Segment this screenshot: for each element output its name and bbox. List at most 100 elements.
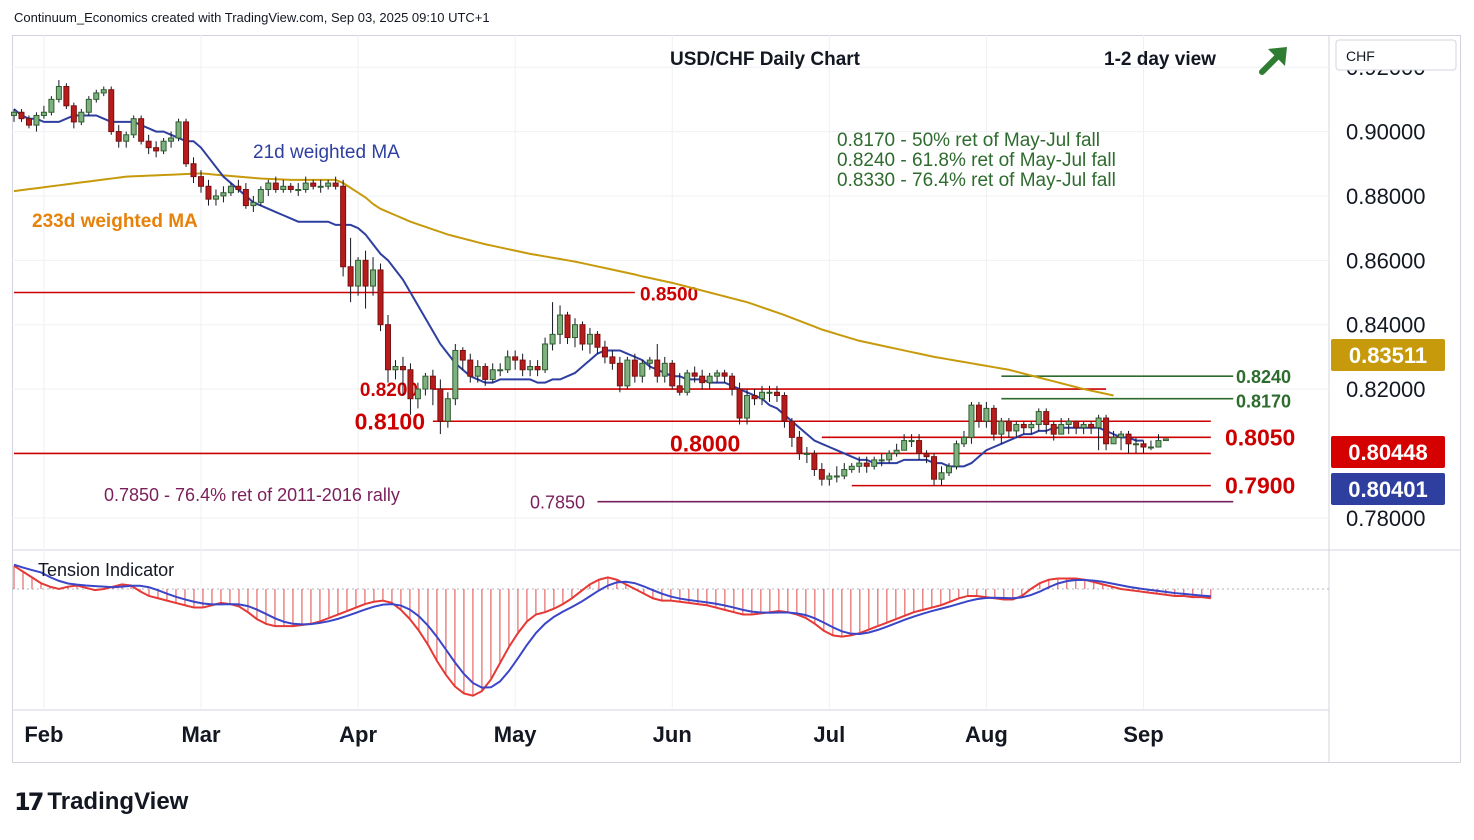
candle-body	[474, 366, 481, 377]
candle-body	[1133, 443, 1139, 446]
candle-body	[706, 375, 713, 384]
ma233-line	[13, 172, 1114, 397]
candle-body	[736, 388, 743, 419]
candle-body	[40, 111, 47, 116]
candle-body	[654, 359, 661, 377]
candle-body	[534, 366, 541, 371]
candle-body	[564, 314, 571, 339]
currency-box[interactable]	[1335, 39, 1457, 71]
candle-body	[1162, 438, 1169, 442]
candle-body	[190, 163, 197, 178]
candle-body	[953, 443, 960, 467]
candle-body	[1118, 433, 1125, 438]
x-tick-label: Jun	[653, 722, 692, 747]
candle-body	[856, 462, 863, 467]
chart-title: USD/CHF Daily Chart	[670, 49, 861, 70]
candle-body	[1125, 433, 1132, 445]
x-tick-label: Apr	[339, 722, 377, 747]
candle-body	[362, 259, 369, 287]
candle-body	[347, 266, 354, 287]
candle-body	[444, 398, 451, 422]
candle-body	[983, 407, 990, 422]
candle-body	[1035, 411, 1042, 425]
candle-body	[25, 118, 32, 126]
candle-body	[639, 362, 646, 377]
x-tick-label: Sep	[1123, 722, 1163, 747]
candle-body	[48, 98, 55, 113]
candle-body	[1043, 411, 1050, 425]
annotation-fib-618: 0.8240 - 61.8% ret of May-Jul fall	[837, 150, 1116, 171]
candle-body	[699, 375, 706, 384]
candle-body	[467, 359, 474, 377]
candle-body	[175, 121, 182, 139]
candle-body	[385, 324, 391, 371]
candle-body	[609, 356, 616, 364]
candle-body	[55, 86, 62, 100]
candle-body	[631, 359, 638, 377]
candle-body	[916, 440, 923, 454]
candle-body	[287, 185, 294, 190]
candle-body	[33, 114, 40, 126]
candle-body	[1073, 420, 1080, 429]
candle-body	[788, 420, 795, 438]
candle-body	[803, 452, 810, 455]
candle-body	[145, 140, 152, 149]
candle-body	[811, 452, 818, 471]
candle-body	[422, 375, 429, 390]
candle-body	[841, 469, 848, 477]
candle-body	[489, 369, 496, 380]
x-tick-label: Aug	[965, 722, 1008, 747]
candle-body	[893, 449, 900, 454]
candle-body	[115, 131, 122, 142]
candle-body	[85, 98, 92, 113]
candle-body	[370, 269, 377, 287]
candle-body	[908, 440, 915, 443]
candle-body	[153, 147, 160, 152]
candle-body	[227, 185, 234, 194]
candle-body	[212, 195, 219, 200]
annotation-7850: 0.7850 - 76.4% ret of 2011-2016 rally	[104, 485, 400, 505]
candle-body	[399, 366, 406, 371]
candle-body	[459, 349, 466, 361]
candle-body	[519, 359, 526, 371]
x-tick-labels: Feb Mar Apr May Jun Jul Aug Sep	[24, 722, 1163, 747]
x-tick-label: May	[494, 722, 538, 747]
candle-body	[1140, 443, 1147, 448]
candles	[11, 80, 1169, 486]
candle-body	[1080, 423, 1087, 429]
candle-body	[960, 436, 967, 445]
candle-body	[18, 111, 25, 120]
tradingview-brand: TradingView	[47, 788, 189, 815]
candle-body	[714, 372, 721, 377]
candle-body	[863, 462, 870, 467]
candle-body	[1050, 423, 1057, 435]
candle-body	[452, 349, 459, 400]
candle-body	[923, 452, 930, 458]
candle-body	[1103, 417, 1110, 445]
candle-body	[100, 89, 107, 94]
candle-body	[901, 440, 908, 451]
candle-body	[744, 395, 751, 419]
price-badge-label: 0.80448	[1348, 440, 1428, 465]
candle-body	[781, 395, 788, 422]
candle-body	[572, 324, 578, 339]
candle-body	[1095, 417, 1102, 429]
y-tick-label: 0.82000	[1346, 377, 1426, 402]
price-badge	[1331, 473, 1445, 505]
candle-body	[497, 369, 504, 372]
candle-body	[302, 182, 309, 190]
ma21-label: 21d weighted MA	[253, 142, 400, 163]
candle-body	[886, 452, 893, 461]
price-badge	[1331, 339, 1445, 371]
candle-body	[512, 356, 519, 361]
candle-body	[759, 391, 765, 400]
candle-body	[130, 118, 137, 136]
tradingview-logo[interactable]: 17 TradingView	[14, 788, 188, 816]
candle-body	[437, 388, 444, 422]
x-tick-label: Feb	[24, 722, 63, 747]
candle-body	[968, 404, 975, 438]
tension-fast-line	[13, 564, 1211, 697]
price-badge-label: 0.83511	[1349, 343, 1427, 368]
candle-body	[482, 366, 489, 380]
